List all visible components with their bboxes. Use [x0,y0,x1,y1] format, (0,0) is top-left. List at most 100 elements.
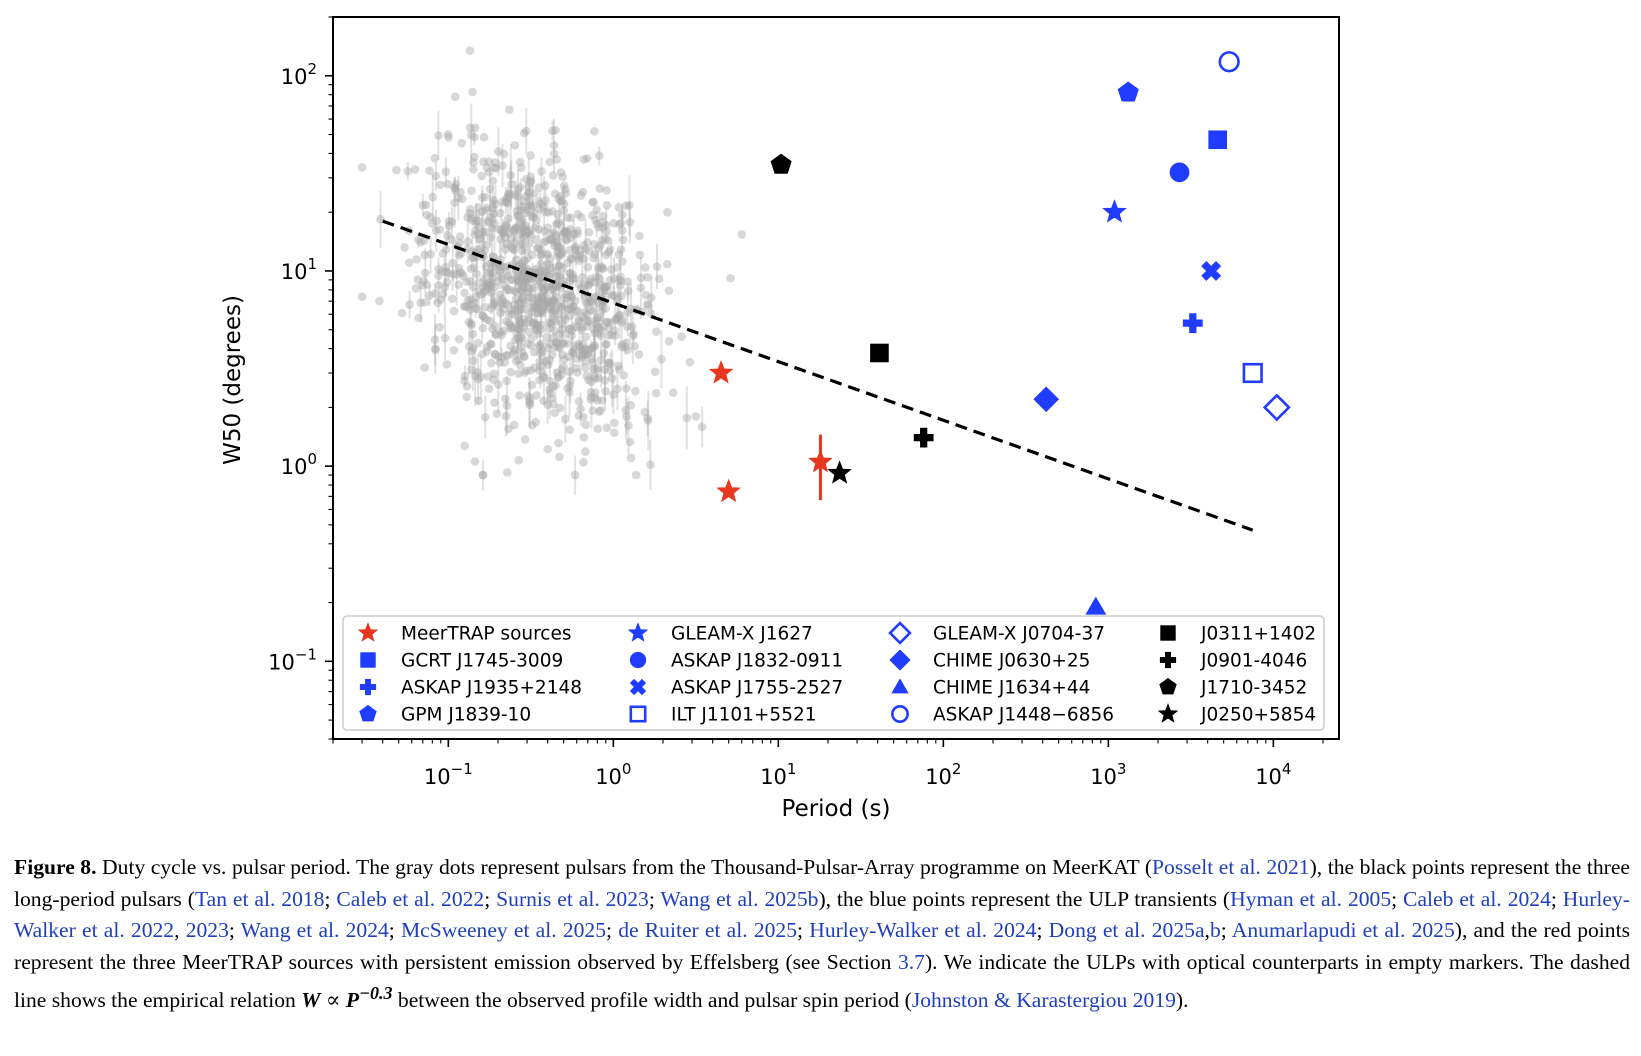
pulsar-point [416,237,426,247]
pulsar-point [448,258,457,268]
legend-label: GPM J1839-10 [401,705,531,726]
pulsar-point [508,322,518,332]
citation-link[interactable]: Tan et al. 2018 [194,886,325,911]
legend-label: J1710-3452 [1200,678,1307,699]
pulsar-point [474,396,483,406]
caption-text: ). [1175,988,1189,1013]
pulsar-point [586,297,596,306]
pulsar-point [583,349,593,359]
pulsar-point [543,282,552,292]
pulsar-point [613,384,622,393]
pulsar-point [596,405,606,415]
pulsar-point [568,270,578,279]
citation-link[interactable]: Wang et al. 2025b [660,886,819,911]
pulsar-point [462,382,472,391]
pulsar-point [457,269,467,278]
citation-link[interactable]: Anumarlapudi et al. 2025 [1231,918,1455,942]
pulsar-point [531,303,540,312]
pulsar-point [547,350,557,360]
pulsar-point [436,295,445,304]
pulsar-point [579,458,588,467]
citation-link[interactable]: Dong et al. 2025a [1048,918,1205,942]
citation-link[interactable]: Surnis et al. 2023 [496,886,649,911]
pulsar-point [536,278,545,288]
citation-link[interactable]: Hurley-Walker et al. 2024 [809,918,1037,942]
pulsar-point [502,401,512,410]
citation-link[interactable]: Hyman et al. 2005 [1230,886,1392,911]
citation-link[interactable]: Hurley-Walker et al. 2022 [14,886,1630,943]
pulsar-point [552,219,561,229]
caption-text: ), the blue points represent the ULP tra… [818,886,1231,911]
point-gcrt-j1745-3009 [1208,130,1227,150]
pulsar-point [524,283,533,293]
pulsar-point [517,262,527,272]
pulsar-point [545,318,554,327]
pulsar-point [430,335,440,344]
pulsar-point [594,373,604,383]
pulsar-point [516,182,525,192]
citation-link[interactable]: de Ruiter et al. 2025 [618,918,798,942]
pulsar-point [589,306,598,315]
pulsar-point [521,225,531,235]
citation-link[interactable]: McSweeney et al. 2025 [400,918,607,942]
citation-link[interactable]: Caleb et al. 2022 [336,886,485,911]
pulsar-point [527,211,536,221]
pulsar-point [549,238,559,247]
pulsar-point [537,167,546,176]
pulsar-point [506,341,515,351]
pulsar-point [593,243,603,253]
pulsar-point [579,155,589,164]
legend-marker-askap-j1755-2527-shape [629,678,647,696]
pulsar-point [505,105,514,115]
pulsar-point [504,191,514,201]
pulsar-point [418,200,428,210]
pulsar-point [590,328,600,338]
pulsar-point [501,221,510,231]
citation-link[interactable]: Caleb et al. 2024 [1403,886,1551,911]
pulsar-point [536,251,545,260]
pulsar-point [417,280,427,290]
pulsar-point [587,392,596,402]
pulsar-point [510,345,519,354]
pulsar-point [472,219,481,229]
pulsar-point [527,334,536,344]
pulsar-point [598,396,607,405]
pulsar-point [592,205,602,215]
pulsar-point [569,274,578,283]
legend-marker-askap-j1448-6856 [891,705,909,723]
pulsar-point [556,168,566,177]
pulsar-point [530,363,539,373]
pulsar-point [438,249,448,258]
pulsar-point [550,326,560,335]
pulsar-point [581,244,590,254]
pulsar-point [486,339,496,349]
citation-link[interactable]: b [1209,918,1221,942]
pulsar-point [455,238,464,248]
caption-text: ; [1220,918,1232,942]
pulsar-point [541,267,550,276]
pulsar-point [452,270,462,279]
pulsar-point [451,186,460,196]
pulsar-point [469,263,479,272]
pulsar-point [606,359,615,369]
citation-link[interactable]: 2023 [185,918,229,942]
pulsar-point [589,198,598,207]
citation-link[interactable]: Johnston & Karastergiou 2019 [911,988,1176,1013]
pulsar-point [493,276,502,286]
pulsar-point [449,306,459,316]
pulsar-point [523,339,532,349]
pulsar-point [514,299,524,308]
pulsar-point [516,269,526,279]
pulsar-point [518,282,527,292]
citation-link[interactable]: 3.7 [897,949,925,974]
citation-link[interactable]: Wang et al. 2024 [240,918,389,942]
pulsar-point [513,211,523,220]
pulsar-point [489,296,499,306]
pulsar-point [443,130,453,139]
pulsar-point [507,275,516,284]
pulsar-point [479,132,489,142]
pulsar-point [500,232,510,242]
citation-link[interactable]: Posselt et al. 2021 [1152,855,1310,879]
pulsar-point [513,270,523,280]
pulsar-point [517,202,526,212]
